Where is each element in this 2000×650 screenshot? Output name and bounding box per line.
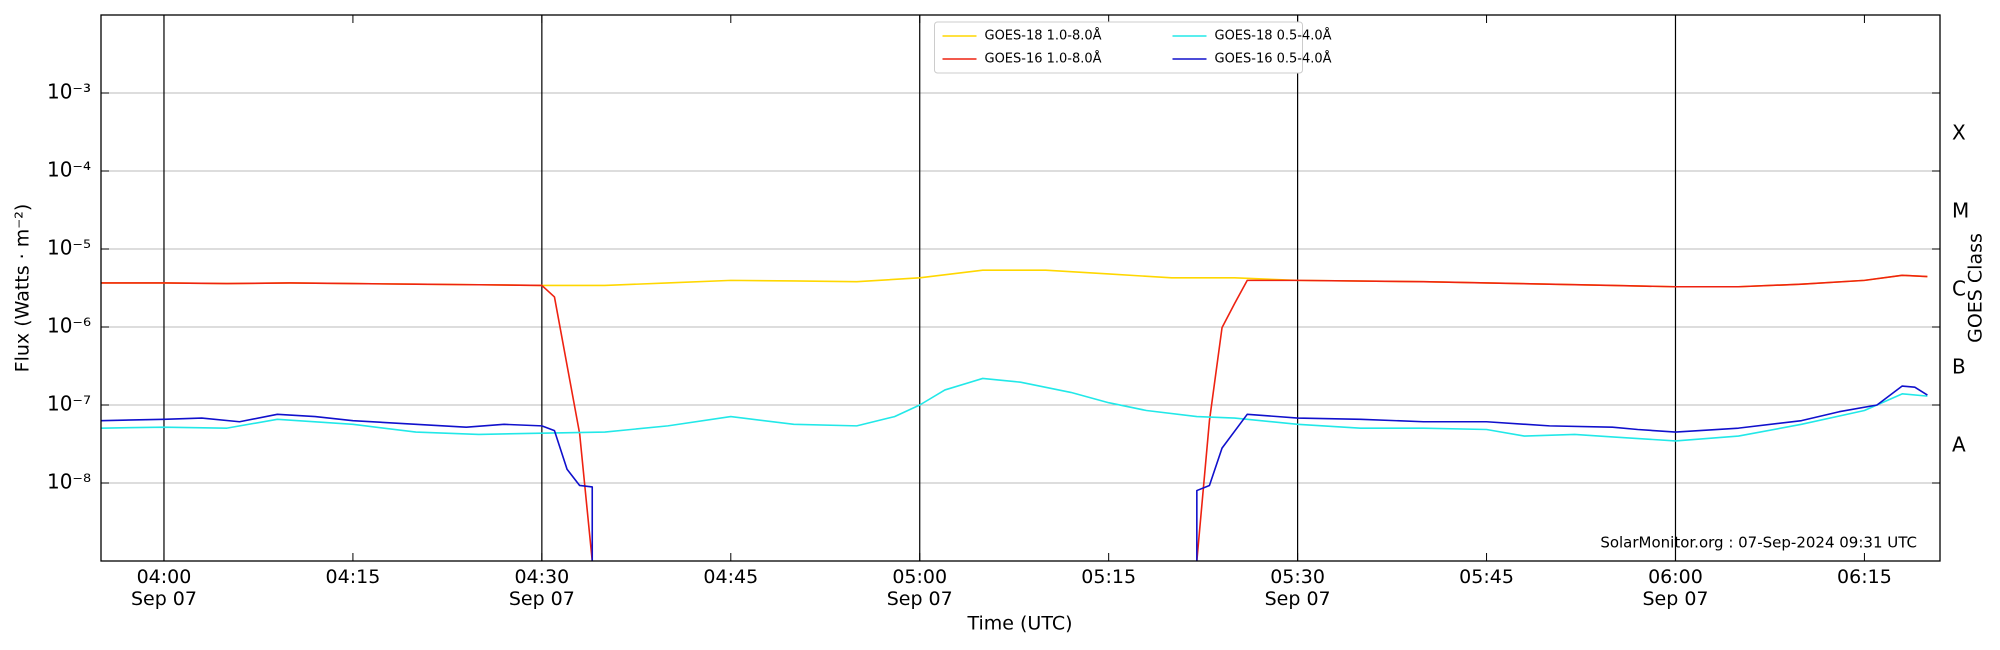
y2-tick-label: C: [1952, 276, 1966, 300]
y-tick-label: 10⁻³: [47, 80, 91, 104]
x-tick-label: 05:45: [1459, 566, 1514, 588]
series-line: [101, 377, 1928, 442]
y-tick-label: 10⁻⁶: [47, 314, 91, 338]
series-line: [101, 274, 1928, 561]
y-tick-label: 10⁻⁴: [47, 158, 91, 182]
y-tick-label: 10⁻⁷: [47, 392, 91, 416]
annotation: SolarMonitor.org : 07-Sep-2024 09:31 UTC: [1600, 534, 1917, 552]
x-tick-label: 04:15: [325, 566, 381, 588]
legend-label: GOES-16 1.0-8.0Å: [985, 51, 1102, 67]
x-tick-label: 05:30 Sep 07: [1264, 566, 1331, 610]
plot-frame: [100, 14, 1941, 562]
y-axis-label: Flux (Watts · m⁻²): [12, 204, 34, 373]
legend-box: [934, 21, 1303, 74]
y2-axis-label: GOES Class: [1965, 233, 1987, 343]
x-tick-label: 05:15: [1081, 566, 1137, 588]
x-axis-label: Time (UTC): [966, 613, 1072, 635]
y2-tick-label: M: [1952, 198, 1969, 222]
y2-tick-label: B: [1952, 354, 1966, 378]
x-tick-label: 04:45: [703, 566, 759, 588]
x-tick-label: 06:00 Sep 07: [1642, 566, 1709, 610]
x-tick-label: 06:15: [1837, 566, 1892, 588]
y-tick-label: 10⁻⁵: [47, 236, 91, 260]
x-tick-label: 05:00 Sep 07: [886, 566, 953, 610]
y2-tick-label: X: [1952, 120, 1966, 144]
y-tick-label: 10⁻⁸: [47, 470, 91, 494]
legend-label: GOES-18 0.5-4.0Å: [1215, 28, 1332, 44]
x-tick-label: 04:30 Sep 07: [508, 566, 575, 610]
x-tick-label: 04:00 Sep 07: [130, 566, 197, 610]
y2-tick-label: A: [1952, 432, 1966, 456]
legend-label: GOES-16 0.5-4.0Å: [1215, 51, 1332, 67]
series-line: [101, 385, 1928, 561]
legend-label: GOES-18 1.0-8.0Å: [985, 28, 1102, 44]
